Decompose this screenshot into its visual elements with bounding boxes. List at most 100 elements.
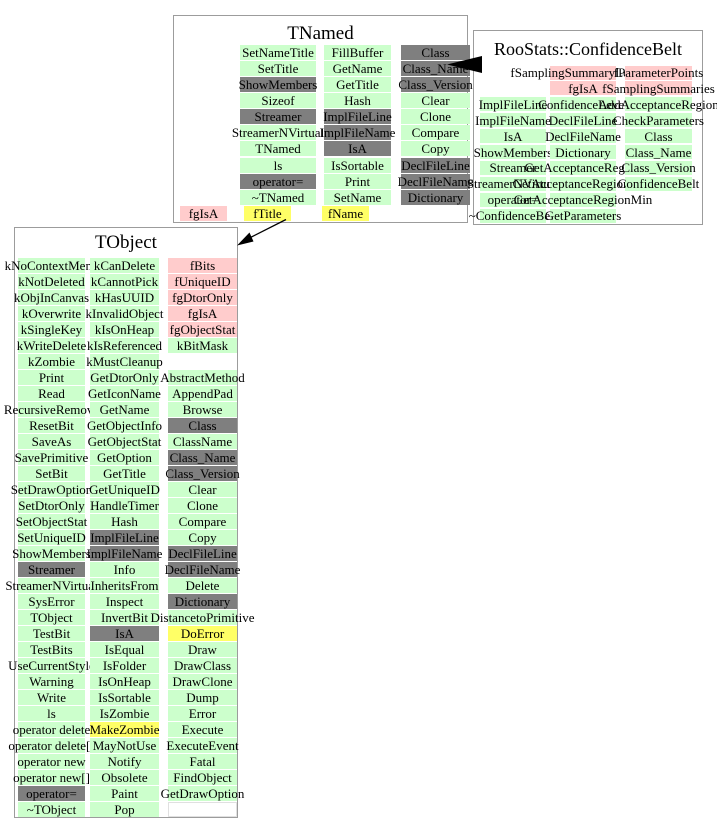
member-cell[interactable]: kBitMask — [168, 338, 237, 353]
member-cell[interactable]: ShowMembers — [474, 145, 552, 159]
member-cell[interactable]: Copy — [401, 141, 470, 157]
member-cell[interactable]: Print — [18, 370, 85, 385]
member-cell[interactable]: Obsolete — [90, 770, 159, 785]
member-cell[interactable]: operator delete — [13, 722, 90, 737]
member-cell[interactable]: IsA — [324, 141, 391, 157]
member-cell[interactable]: kNotDeleted — [18, 274, 85, 289]
member-cell[interactable]: kWriteDelete — [17, 338, 86, 353]
member-cell[interactable]: Class_Version — [398, 76, 473, 92]
member-cell[interactable]: GetObjectInfo — [87, 418, 162, 433]
member-cell[interactable]: DistancetoPrimitive — [151, 610, 255, 625]
member-cell[interactable]: kCanDelete — [90, 258, 159, 273]
class-title-tobject[interactable]: TObject — [95, 232, 157, 253]
member-cell[interactable]: ResetBit — [18, 418, 85, 433]
member-cell[interactable]: Error — [168, 706, 237, 721]
member-cell[interactable]: DoError — [168, 626, 237, 641]
member-cell[interactable]: IsZombie — [90, 706, 159, 721]
member-cell[interactable]: Notify — [90, 754, 159, 769]
member-cell[interactable]: GetDrawOption — [161, 786, 244, 801]
member-cell[interactable]: Clone — [401, 109, 470, 125]
member-cell[interactable]: fgDtorOnly — [168, 290, 237, 305]
member-cell[interactable]: GetName — [324, 60, 391, 76]
member-cell[interactable]: StreamerNVirtual — [467, 176, 559, 191]
member-cell[interactable]: Paint — [90, 786, 159, 801]
member-cell[interactable]: UseCurrentStyle — [8, 658, 95, 673]
member-cell[interactable]: HandleTimer — [90, 498, 159, 513]
member-cell[interactable]: ImplFileName — [475, 113, 551, 128]
member-cell[interactable]: SetBit — [18, 466, 85, 481]
member-cell[interactable]: fgIsA — [550, 81, 616, 96]
member-cell[interactable]: Hash — [90, 514, 159, 529]
member-cell[interactable]: FindObject — [168, 770, 237, 785]
member-cell[interactable]: Compare — [401, 125, 470, 141]
member-cell[interactable]: kIsOnHeap — [90, 322, 159, 337]
member-cell[interactable]: IsA — [90, 626, 159, 641]
member-cell[interactable]: ClassName — [168, 434, 237, 449]
member-cell[interactable]: operator= — [240, 173, 316, 189]
member-cell[interactable]: GetUniqueID — [89, 482, 160, 497]
member-cell[interactable]: Compare — [168, 514, 237, 529]
member-cell[interactable]: ImplFileLine — [90, 530, 159, 545]
member-cell[interactable]: kIsReferenced — [87, 338, 162, 353]
member-cell[interactable]: GetAcceptanceRegion — [525, 160, 641, 175]
member-cell[interactable]: Class — [401, 44, 470, 60]
member-cell[interactable]: IsSortable — [90, 690, 159, 705]
member-cell[interactable]: Streamer — [18, 562, 85, 577]
member-cell[interactable]: SetDtorOnly — [18, 498, 85, 513]
member-cell[interactable]: DeclFileName — [545, 129, 621, 144]
member-cell[interactable]: fName — [322, 206, 369, 221]
member-cell[interactable]: ConfidenceLevel — [538, 97, 628, 112]
member-cell[interactable]: DeclFileName — [398, 173, 473, 189]
member-cell[interactable]: operator= — [18, 786, 85, 801]
member-cell[interactable]: GetTitle — [90, 466, 159, 481]
member-cell[interactable]: SaveAs — [18, 434, 85, 449]
member-cell[interactable]: SetNameTitle — [240, 44, 316, 60]
member-cell[interactable]: fgIsA — [180, 206, 227, 221]
member-cell[interactable]: kNoContextMenu — [5, 258, 98, 273]
member-cell[interactable]: fParameterPoints — [614, 65, 703, 80]
class-title-roostats-confidencebelt[interactable]: RooStats::ConfidenceBelt — [494, 39, 682, 59]
member-cell[interactable]: Copy — [168, 530, 237, 545]
member-cell[interactable]: fgObjectStat — [168, 322, 237, 337]
member-cell[interactable]: TObject — [18, 610, 85, 625]
member-cell[interactable]: Pop — [90, 802, 159, 817]
member-cell[interactable]: FillBuffer — [324, 44, 391, 60]
member-cell[interactable]: ls — [240, 157, 316, 173]
member-cell[interactable]: fTitle — [244, 206, 291, 221]
member-cell[interactable]: DrawClass — [168, 658, 237, 673]
member-cell[interactable]: GetOption — [90, 450, 159, 465]
member-cell[interactable]: Class_Version — [621, 160, 696, 175]
member-cell[interactable]: SysError — [18, 594, 85, 609]
member-cell[interactable]: IsA — [480, 129, 546, 144]
member-cell[interactable]: MayNotUse — [90, 738, 159, 753]
member-cell[interactable]: Class_Version — [165, 466, 240, 481]
member-cell[interactable]: IsOnHeap — [90, 674, 159, 689]
member-cell[interactable]: Hash — [324, 92, 391, 108]
member-cell[interactable]: Print — [324, 173, 391, 189]
member-cell[interactable]: ImplFileName — [320, 125, 395, 141]
member-cell[interactable]: Inspect — [90, 594, 159, 609]
member-cell[interactable]: Streamer — [480, 160, 546, 175]
member-cell[interactable]: Class_Name — [625, 145, 692, 159]
member-cell[interactable]: Info — [90, 562, 159, 577]
member-cell[interactable]: kMustCleanup — [86, 354, 163, 369]
member-cell[interactable]: ~TObject — [18, 802, 85, 817]
member-cell[interactable]: kCannotPick — [90, 274, 159, 289]
member-cell[interactable]: GetParameters — [545, 208, 621, 223]
class-title-tnamed[interactable]: TNamed — [287, 23, 354, 44]
member-cell[interactable]: SetDrawOption — [11, 482, 92, 497]
member-cell[interactable]: DeclFileLine — [549, 113, 617, 128]
member-cell[interactable]: fSamplingSummaries — [602, 81, 715, 96]
member-cell[interactable]: SetUniqueID — [17, 530, 86, 545]
member-cell[interactable]: TestBits — [18, 642, 85, 657]
member-cell[interactable]: AppendPad — [168, 386, 237, 401]
member-cell[interactable]: CheckParameters — [613, 113, 704, 128]
member-cell[interactable]: ImplFileLine — [479, 97, 547, 112]
member-cell[interactable]: Dictionary — [401, 189, 470, 205]
member-cell[interactable]: AbstractMethod — [160, 370, 245, 385]
member-cell[interactable]: fBits — [168, 258, 237, 273]
member-cell[interactable]: Class — [168, 418, 237, 433]
member-cell[interactable]: Clone — [168, 498, 237, 513]
member-cell[interactable]: kObjInCanvas — [14, 290, 89, 305]
member-cell[interactable]: IsFolder — [90, 658, 159, 673]
